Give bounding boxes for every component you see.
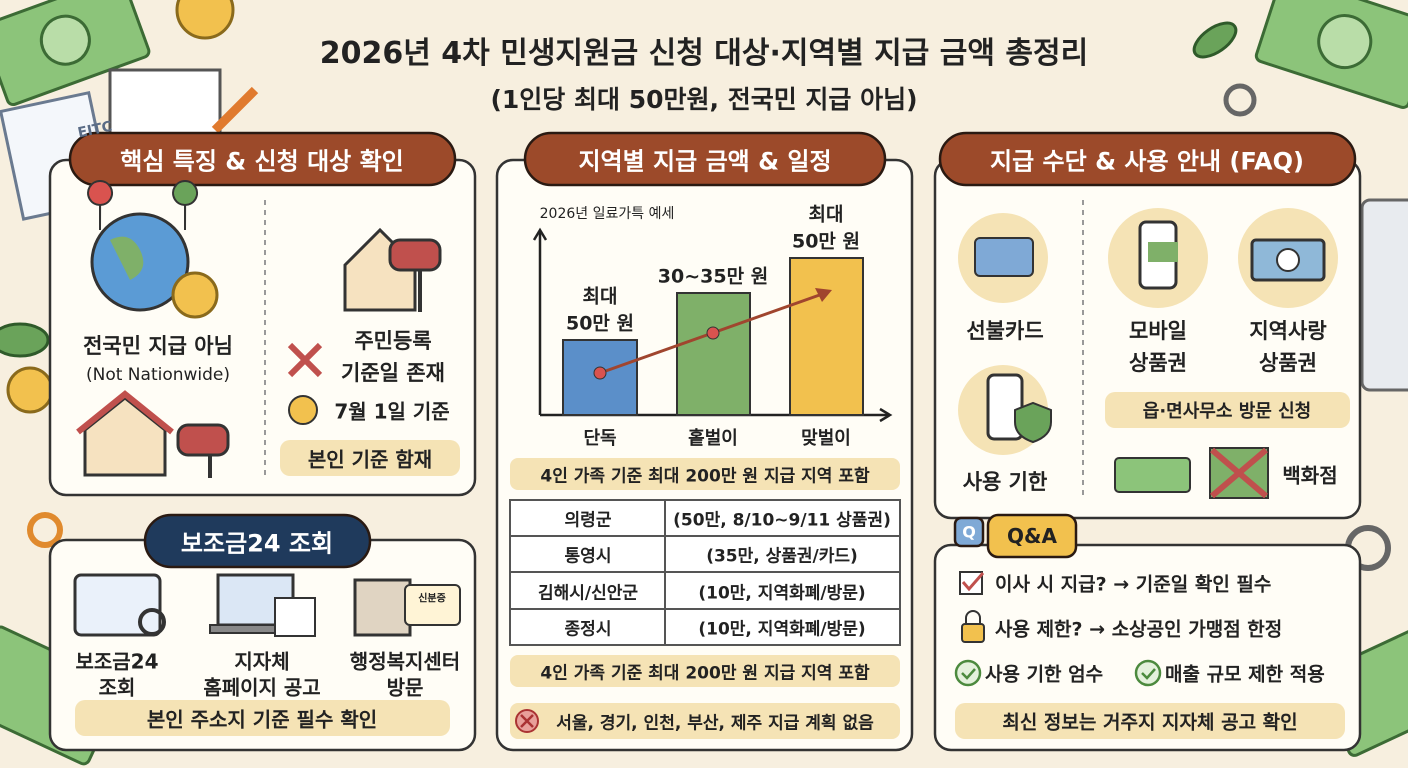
note: 최신 정보는 거주지 지자체 공고 확인 xyxy=(1002,711,1298,734)
panel-title: 지급 수단 & 사용 안내 (FAQ) xyxy=(990,147,1304,176)
lookup-item: 방문 xyxy=(386,675,424,700)
table-cell: (50만, 8/10~9/11 상품권) xyxy=(673,510,891,531)
base-date: 7월 1일 기준 xyxy=(334,399,450,424)
qa-bubble: Q xyxy=(962,522,976,542)
bar-label: 50만 원 xyxy=(565,312,635,335)
banner: 4인 가족 기준 최대 200만 원 지급 지역 포함 xyxy=(540,466,870,487)
panel-title: 지역별 지급 금액 & 일정 xyxy=(578,147,832,176)
lookup-item: 홈페이지 공고 xyxy=(203,675,321,700)
lookup-item: 행정복지센터 xyxy=(349,649,461,674)
title: 2026년 4차 민생지원금 신청 대상·지역별 지급 금액 총정리 xyxy=(319,36,1089,71)
feature-sub: (Not Nationwide) xyxy=(85,365,231,385)
qa-row: 사용 제한? → 소상공인 가맹점 한정 xyxy=(995,618,1283,641)
table-cell: 통영시 xyxy=(564,546,612,567)
payment-label: 상품권 xyxy=(1259,351,1317,375)
feature-line: 기준일 존재 xyxy=(341,361,445,385)
qa-check: 매출 규모 제한 적용 xyxy=(1165,663,1325,686)
payment-icons xyxy=(958,200,1350,500)
qa-row: 이사 시 지급? → 기준일 확인 필수 xyxy=(995,573,1272,596)
bar-label: 최대 xyxy=(582,285,618,308)
bar-label: 50만 원 xyxy=(791,230,861,253)
lookup-item: 조회 xyxy=(98,675,136,700)
banner: 4인 가족 기준 최대 200만 원 지급 지역 포함 xyxy=(540,663,870,684)
features-icons xyxy=(76,180,460,480)
id-card-label: 신분증 xyxy=(418,593,446,605)
panel-title: 핵심 특징 & 신청 대상 확인 xyxy=(120,147,404,176)
qa-icons xyxy=(954,571,1345,739)
table-cell: 김해시/신안군 xyxy=(537,583,639,604)
bar-label: 최대 xyxy=(808,203,844,226)
category-label: 맞벌이 xyxy=(801,428,851,449)
lookup-item: 지자체 xyxy=(234,649,290,674)
lookup-item: 보조금24 xyxy=(75,649,159,674)
feature-label: 전국민 지급 아님 xyxy=(83,334,233,358)
payment-label: 상품권 xyxy=(1129,351,1187,375)
subtitle: (1인당 최대 50만원, 전국민 지급 아님) xyxy=(490,85,918,114)
regions-chart xyxy=(509,227,901,739)
table-cell: (10만, 지역화폐/방문) xyxy=(698,583,866,604)
payment-label: 선불카드 xyxy=(966,319,1044,343)
table-cell: 의령군 xyxy=(564,510,612,531)
category-label: 단독 xyxy=(583,428,617,449)
bar-label: 30~35만 원 xyxy=(657,265,769,288)
excluded-store: 백화점 xyxy=(1282,463,1338,488)
category-label: 홑벌이 xyxy=(688,428,738,449)
note: 본인 기준 함재 xyxy=(307,447,433,472)
payment-label: 사용 기한 xyxy=(962,470,1048,494)
note: 본인 주소지 기준 필수 확인 xyxy=(146,707,378,732)
visit-note: 읍·면사무소 방문 신청 xyxy=(1142,401,1312,422)
table-cell: 종정시 xyxy=(564,619,612,640)
payment-label: 지역사랑 xyxy=(1249,319,1327,343)
qa-badge: Q&A xyxy=(1007,524,1057,548)
panel-title: 보조금24 조회 xyxy=(180,529,334,558)
chart-caption: 2026년 일료가특 예세 xyxy=(539,206,675,222)
table-cell: (35만, 상품권/카드) xyxy=(706,546,858,567)
payment-label: 모바일 xyxy=(1129,319,1187,343)
table-cell: (10만, 지역화폐/방문) xyxy=(698,619,866,640)
title-pills xyxy=(68,131,1357,569)
excluded-note: 서울, 경기, 인천, 부산, 제주 지급 계획 없음 xyxy=(556,713,874,734)
feature-line: 주민등록 xyxy=(354,329,432,353)
qa-check: 사용 기한 엄수 xyxy=(985,663,1104,686)
lookup-icons xyxy=(73,573,461,736)
